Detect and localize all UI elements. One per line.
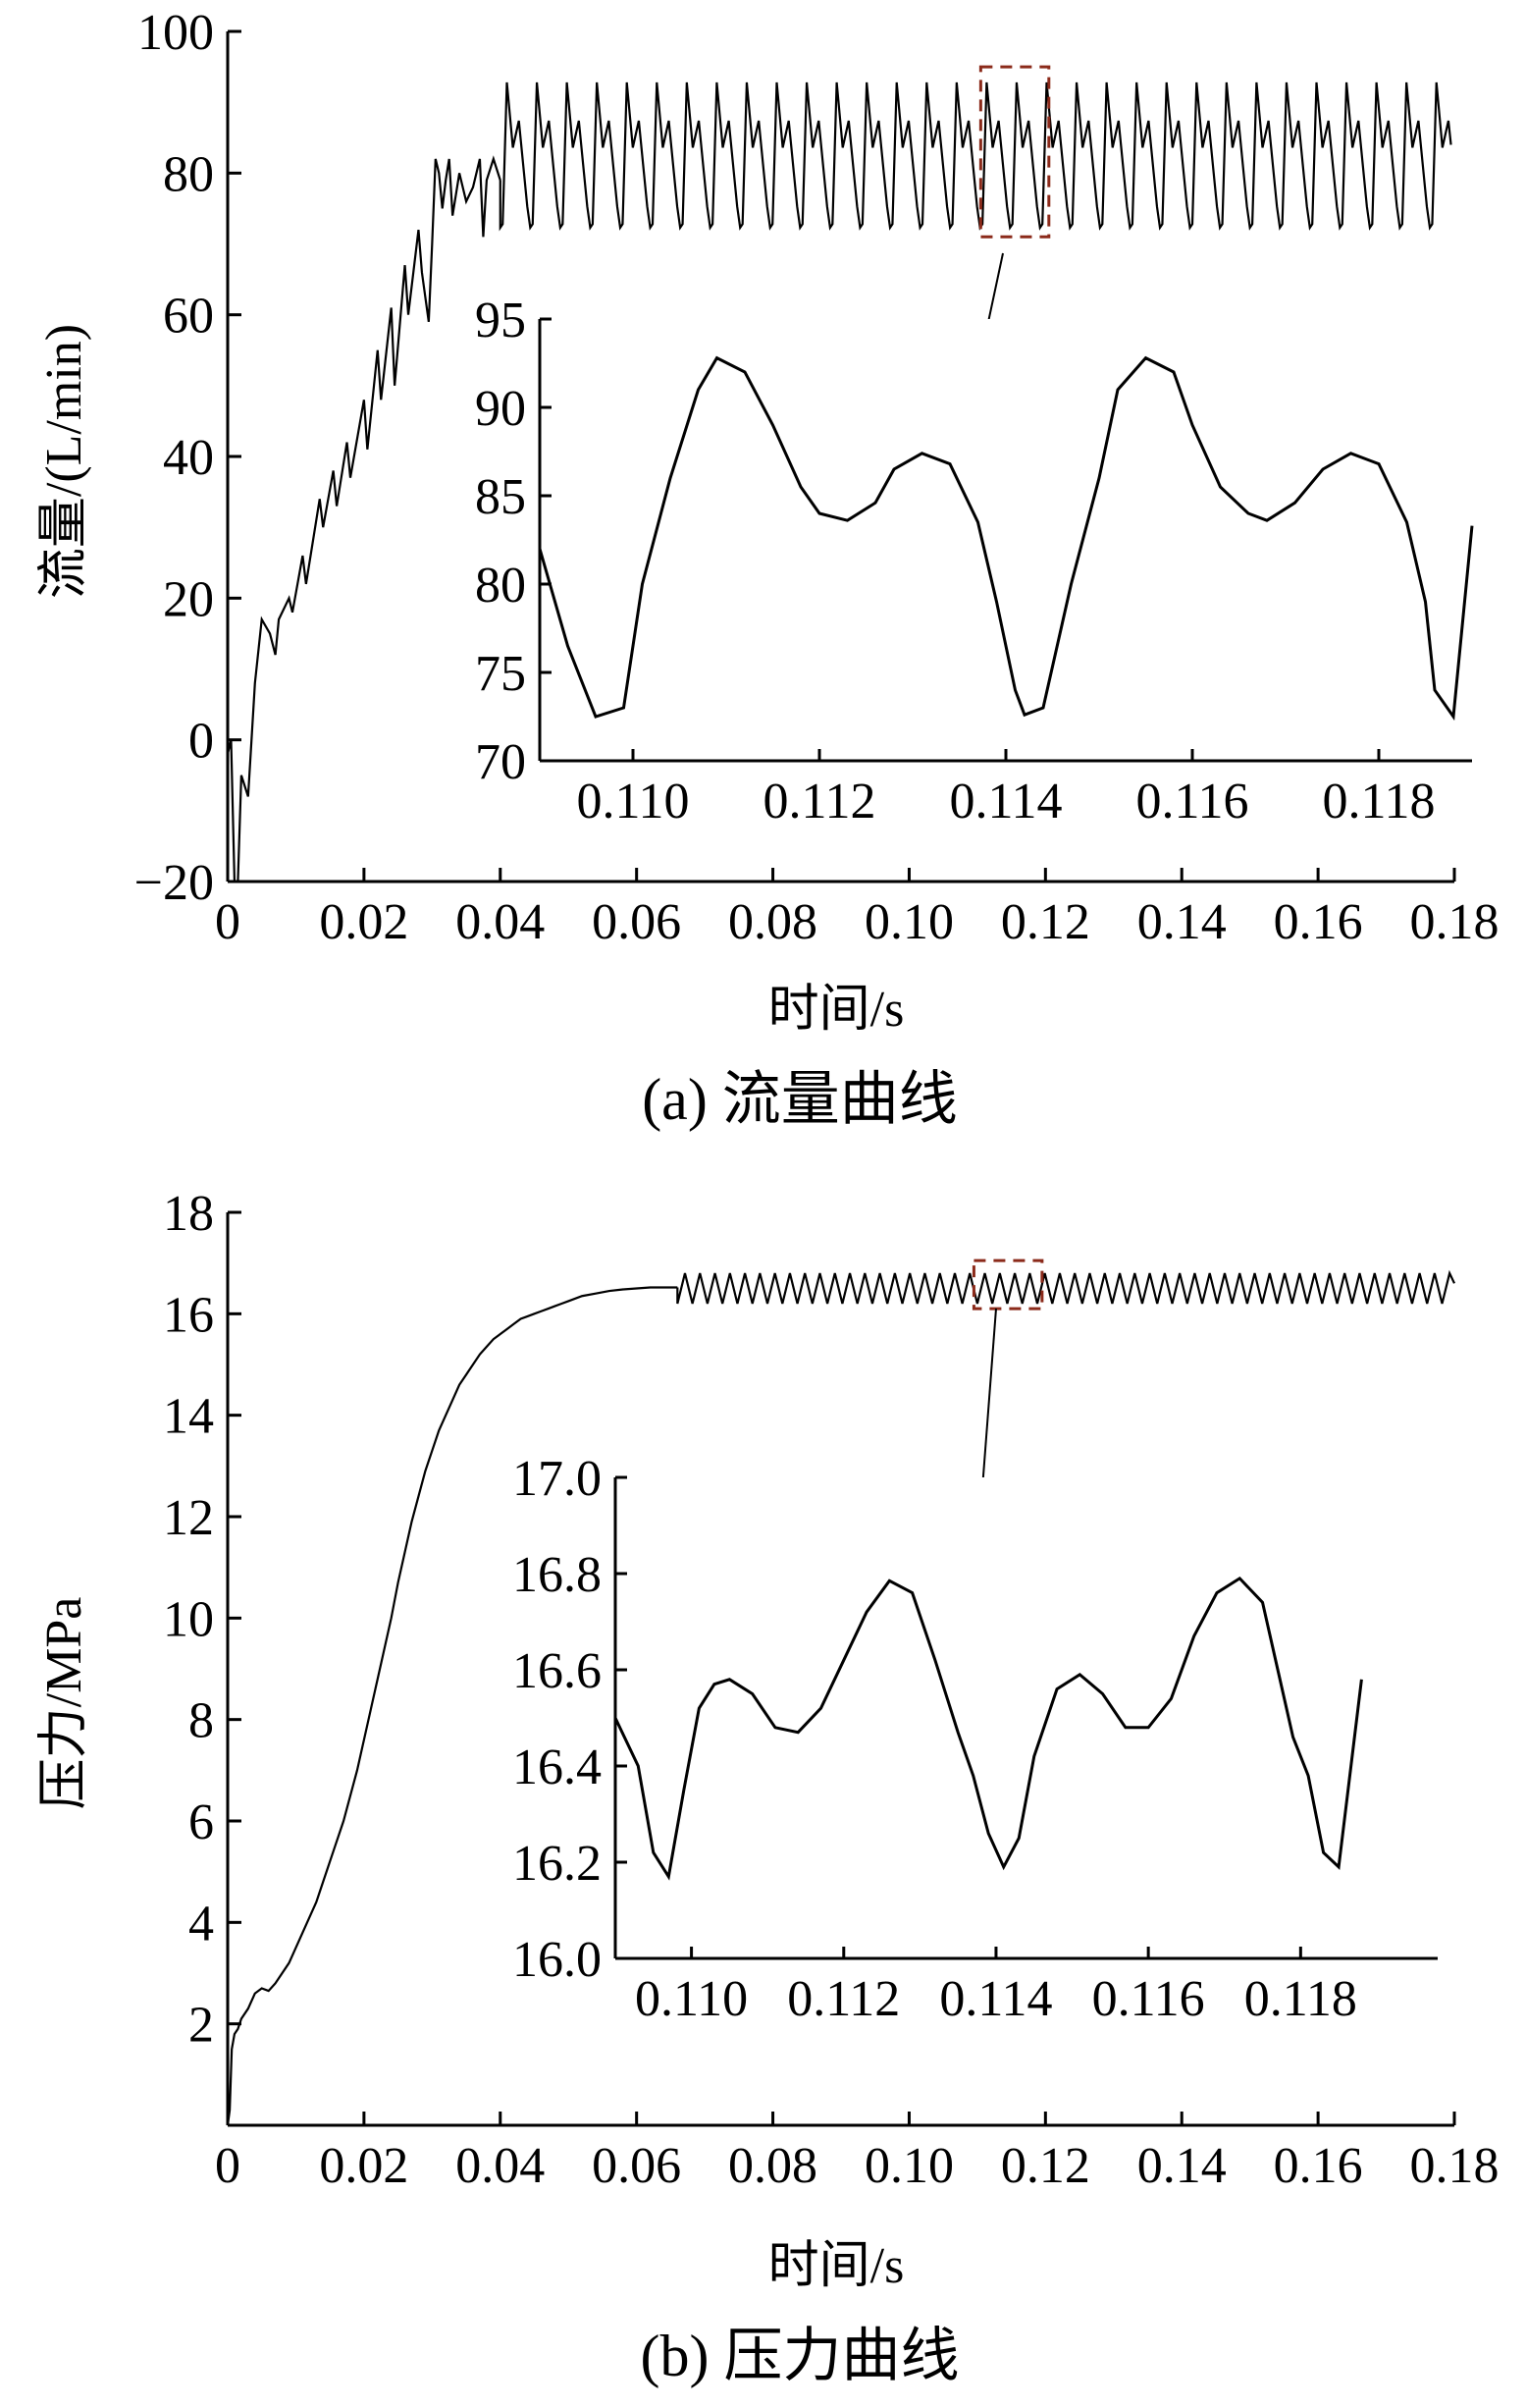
pressure-inset-x-tick-label: 0.118 (1244, 1971, 1357, 2027)
pressure-main-x-tick-label: 0.18 (1410, 2138, 1500, 2194)
pressure-inset-x-tick-label: 0.116 (1092, 1971, 1205, 2027)
flow-inset-y-tick-label: 70 (475, 734, 526, 790)
flow-main-y-tick-label: 60 (163, 289, 214, 345)
pressure-inset-line (613, 1576, 1363, 1881)
pressure-main-y-tick-label: 6 (188, 1794, 214, 1850)
pressure-main-x-tick-label: 0.06 (592, 2138, 681, 2194)
pressure-x-axis-title: 时间/s (768, 2238, 905, 2294)
flow-y-axis-title: 流量/(L/min) (36, 324, 92, 599)
flow-main-x-tick-label: 0.08 (728, 894, 817, 950)
flow-main-x-tick-label: 0.02 (319, 894, 408, 950)
flow-main-x-tick-label: 0.04 (455, 894, 545, 950)
pressure-inset-x-tick-label: 0.114 (939, 1971, 1052, 2027)
pressure-inset-x-tick-label: 0.112 (787, 1971, 900, 2027)
pressure-main-x-tick-label: 0.16 (1274, 2138, 1363, 2194)
pressure-series-line (226, 1286, 678, 2126)
flow-inset-x-tick-label: 0.118 (1322, 774, 1435, 829)
pressure-main-y-tick-label: 4 (188, 1896, 214, 1952)
pressure-main-y-tick-label: 10 (163, 1591, 214, 1647)
pressure-main-y-tick-label: 12 (163, 1490, 214, 1546)
pressure-main-x-tick-label: 0.14 (1137, 2138, 1227, 2194)
flow-x-axis-title: 时间/s (768, 982, 905, 1038)
pressure-y-axis-title: 压力/MPa (36, 1597, 92, 1810)
pressure-inset-background (615, 1477, 1438, 1958)
flow-main-x-tick-label: 0.18 (1410, 894, 1500, 950)
flow-main-y-tick-label: 40 (163, 430, 214, 486)
pressure-caption: (b) 压力曲线 (641, 2324, 960, 2388)
flow-main-x-tick-label: 0.16 (1274, 894, 1363, 950)
panel-a-flow-chart: 0 0.02 0.04 0.06 0.08 0.10 0.12 0.14 0.16 0.18 −20… (36, 5, 1500, 1132)
pressure-main-x-tick-label: 0.02 (319, 2138, 408, 2194)
pressure-inset-x-tick-label: 0.110 (635, 1971, 748, 2027)
flow-inset-line (538, 355, 1474, 722)
flow-inset-plot: 0.110 0.112 0.114 0.116 0.118 70 75 80 85 90 95 (475, 293, 1474, 829)
pressure-main-y-tick-label: 8 (188, 1693, 214, 1749)
flow-inset-y-tick-label: 75 (475, 646, 526, 702)
flow-inset-x-tick-label: 0.114 (949, 774, 1062, 829)
flow-inset-x-tick-label: 0.110 (576, 774, 689, 829)
flow-inset-x-tick-label: 0.112 (763, 774, 875, 829)
flow-main-plot: 0 0.02 0.04 0.06 0.08 0.10 0.12 0.14 0.16 0.18 −20… (134, 5, 1500, 950)
pressure-main-x-tick-label: 0.04 (455, 2138, 545, 2194)
flow-inset-y-tick-label: 80 (475, 558, 526, 614)
flow-main-x-tick-label: 0 (215, 894, 240, 950)
flow-main-x-tick-label: 0.06 (592, 894, 681, 950)
flow-main-y-tick-label: 80 (163, 146, 214, 202)
flow-series-line-periodic (499, 81, 1452, 232)
panel-b-pressure-chart: 0 0.02 0.04 0.06 0.08 0.10 0.12 0.14 0.16 0.18 2 4 6… (36, 1186, 1500, 2388)
pressure-series-line-periodic (676, 1269, 1455, 1305)
pressure-inset-plot: 0.110 0.112 0.114 0.116 0.118 16.0 16.2 16.4 16.… (512, 1451, 1438, 2027)
flow-main-y-tick-label: 20 (163, 571, 214, 627)
pressure-main-x-tick-label: 0.12 (1001, 2138, 1090, 2194)
pressure-inset-y-tick-label: 16.2 (512, 1836, 602, 1892)
pressure-inset-y-tick-label: 17.0 (512, 1451, 602, 1507)
flow-inset-y-tick-label: 90 (475, 381, 526, 437)
flow-main-y-tick-label: 100 (137, 5, 214, 61)
pressure-main-y-tick-label: 2 (188, 1998, 214, 2054)
pressure-main-x-tick-label: 0.10 (865, 2138, 954, 2194)
pressure-main-x-tick-label: 0 (215, 2138, 240, 2194)
flow-main-x-tick-label: 0.10 (865, 894, 954, 950)
pressure-main-y-tick-label: 14 (163, 1389, 214, 1445)
pressure-inset-y-tick-label: 16.8 (512, 1547, 602, 1603)
pressure-main-y-tick-label: 16 (163, 1287, 214, 1343)
flow-main-y-tick-label: 0 (188, 714, 214, 770)
flow-inset-x-tick-label: 0.116 (1135, 774, 1248, 829)
pressure-inset-y-tick-label: 16.6 (512, 1643, 602, 1699)
flow-inset-y-tick-label: 85 (475, 469, 526, 525)
pressure-inset-y-tick-label: 16.0 (512, 1932, 602, 1988)
flow-main-x-tick-label: 0.14 (1137, 894, 1227, 950)
flow-caption: (a) 流量曲线 (642, 1067, 958, 1132)
pressure-inset-y-tick-label: 16.4 (512, 1739, 602, 1795)
pressure-main-y-tick-label: 18 (163, 1186, 214, 1242)
flow-main-x-tick-label: 0.12 (1001, 894, 1090, 950)
flow-inset-background (540, 319, 1472, 761)
flow-series-line (226, 155, 501, 883)
flow-inset-y-tick-label: 95 (475, 293, 526, 348)
flow-main-y-tick-label: −20 (134, 855, 214, 911)
pressure-main-x-tick-label: 0.08 (728, 2138, 817, 2194)
pressure-main-plot: 0 0.02 0.04 0.06 0.08 0.10 0.12 0.14 0.16 0.18 2 4 6… (163, 1186, 1500, 2194)
